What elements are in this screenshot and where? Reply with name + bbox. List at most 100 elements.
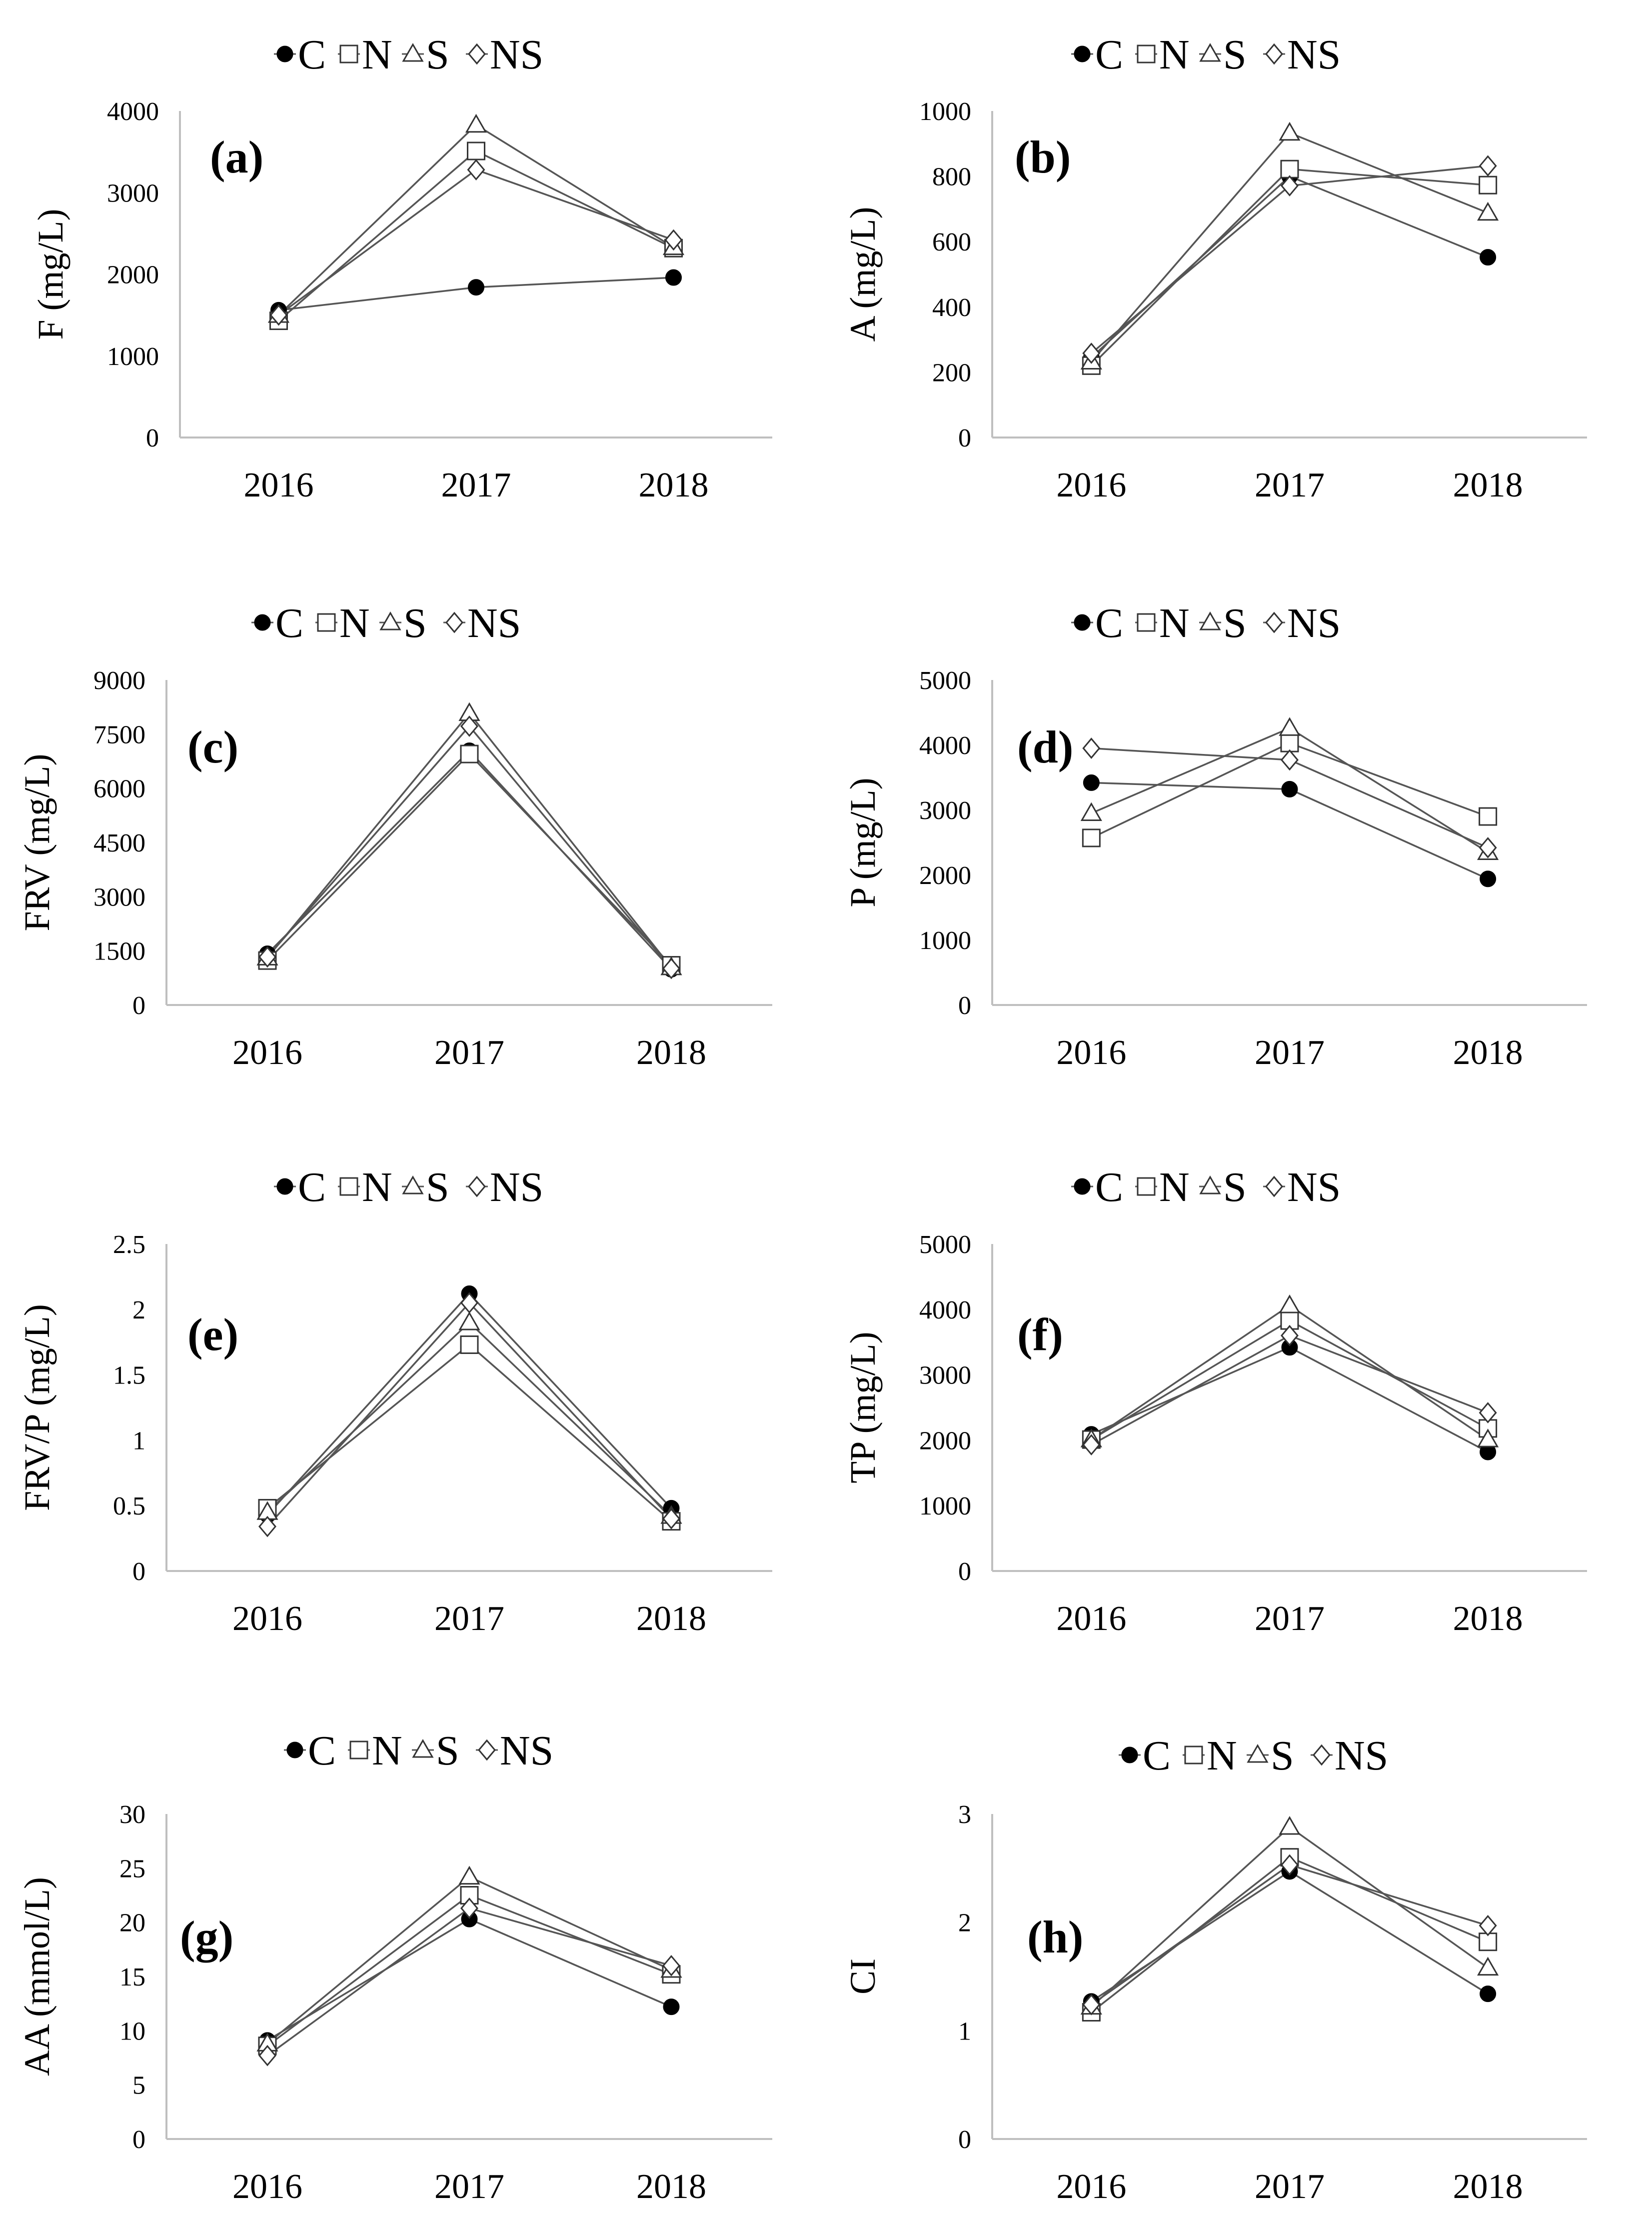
- legend: C N S NS: [274, 1164, 543, 1210]
- legend-entry-ns: NS: [1287, 1164, 1341, 1210]
- chart-panel-2: 0 200 400 600 800 1000 2016 2017 2018 A (mg/L) (b)…: [843, 32, 1587, 504]
- legend-entry-n: N: [372, 1728, 402, 1774]
- y-tick-label: 0: [146, 424, 159, 452]
- legend-marker-c: [1121, 1746, 1138, 1764]
- panel-label: (d): [1017, 722, 1073, 772]
- data-point-n: [460, 1335, 479, 1354]
- legend-entry-n: N: [1159, 600, 1190, 646]
- data-point-s: [1477, 1956, 1499, 1976]
- data-point-ns: [662, 1955, 680, 1976]
- legend-entry-c: C: [308, 1728, 336, 1774]
- y-tick-label: 20: [119, 1909, 145, 1938]
- data-point-s: [458, 1866, 480, 1885]
- data-point-ns: [1281, 749, 1299, 771]
- y-tick-label: 30: [119, 1800, 145, 1829]
- panel-label: (a): [210, 132, 263, 182]
- data-point-s: [458, 1311, 480, 1330]
- legend-marker-n: [1184, 1746, 1203, 1764]
- y-tick-label: 2000: [107, 261, 159, 290]
- legend-marker-s: [1199, 1175, 1221, 1194]
- y-tick-label: 25: [119, 1854, 145, 1883]
- legend-marker-n: [1137, 613, 1156, 632]
- legend-marker-n: [339, 44, 358, 64]
- y-tick-label: 0: [958, 992, 971, 1020]
- legend-marker-s: [402, 42, 424, 62]
- x-tick-label: 2017: [1255, 1034, 1325, 1072]
- y-tick-label: 1: [132, 1426, 145, 1455]
- data-point-s: [1279, 122, 1301, 141]
- y-tick-label: 4000: [919, 732, 971, 760]
- y-axis-label: FRV/P (mg/L): [17, 1304, 57, 1511]
- y-axis-label: CI: [843, 1958, 883, 1994]
- x-tick-label: 2018: [1453, 466, 1523, 504]
- series-line-n: [266, 752, 672, 966]
- data-point-c: [1480, 870, 1497, 888]
- legend-entry-ns: NS: [490, 1164, 543, 1210]
- y-tick-label: 4500: [93, 829, 145, 858]
- y-axis-label: AA (mmol/L): [17, 1877, 57, 2076]
- x-tick-label: 2018: [639, 466, 709, 504]
- x-tick-label: 2018: [636, 1600, 706, 1638]
- legend-marker-s: [412, 1738, 434, 1758]
- legend-marker-c: [276, 1178, 293, 1195]
- data-point-ns: [1479, 1914, 1497, 1936]
- legend-entry-ns: NS: [500, 1728, 553, 1774]
- data-point-ns: [662, 1508, 680, 1530]
- data-point-ns: [1082, 1994, 1101, 2016]
- legend-marker-c: [1074, 46, 1091, 62]
- data-point-c: [663, 1998, 680, 2016]
- legend: C N S NS: [274, 32, 543, 78]
- x-tick-label: 2016: [1056, 466, 1126, 504]
- legend-marker-ns: [468, 1176, 486, 1198]
- legend-entry-s: S: [426, 1164, 449, 1210]
- data-point-s: [1477, 1428, 1499, 1448]
- data-point-n: [1280, 734, 1299, 752]
- legend-entry-s: S: [436, 1728, 459, 1774]
- y-tick-label: 0: [958, 424, 971, 452]
- legend-entry-s: S: [403, 600, 427, 646]
- data-point-c: [1480, 1986, 1497, 2002]
- y-tick-label: 3000: [93, 883, 145, 912]
- x-tick-label: 2016: [244, 466, 314, 504]
- legend: C N S NS: [1071, 600, 1341, 646]
- data-point-ns: [1479, 155, 1497, 177]
- data-point-ns: [1281, 1854, 1299, 1876]
- legend-marker-c: [1074, 614, 1091, 631]
- legend-marker-n: [317, 613, 336, 632]
- legend-entry-c: C: [275, 600, 303, 646]
- data-point-ns: [258, 2044, 276, 2066]
- y-tick-label: 1000: [919, 926, 971, 955]
- legend: C N S NS: [251, 600, 521, 646]
- data-point-n: [1082, 828, 1101, 848]
- panel-label: (b): [1015, 132, 1071, 182]
- legend-marker-ns: [1265, 1176, 1283, 1198]
- x-tick-label: 2018: [636, 1034, 706, 1072]
- x-tick-label: 2018: [636, 2168, 706, 2206]
- legend: C N S NS: [284, 1728, 553, 1774]
- data-point-ns: [467, 159, 485, 180]
- x-tick-label: 2018: [1453, 2168, 1523, 2206]
- chart-panel-5: 0 0.5 1 1.5 2 2.5 2016 2017 2018 FRV/P (mg/L) (e) C…: [17, 1164, 772, 1638]
- data-point-ns: [269, 304, 288, 326]
- legend-entry-n: N: [362, 32, 392, 78]
- legend-entry-n: N: [1207, 1732, 1237, 1779]
- y-tick-label: 0: [958, 2126, 971, 2154]
- data-point-s: [465, 114, 487, 133]
- legend-entry-ns: NS: [1287, 600, 1341, 646]
- legend-entry-ns: NS: [490, 32, 543, 78]
- legend-marker-n: [339, 1177, 358, 1196]
- x-tick-label: 2016: [1056, 1034, 1126, 1072]
- series-line-n: [1091, 168, 1488, 366]
- legend-marker-n: [1137, 44, 1156, 64]
- chart-panel-1: 0 1000 2000 3000 4000 2016 2017 2018 F (mg/L) (a)…: [30, 32, 772, 504]
- data-point-n: [1479, 176, 1498, 194]
- legend-entry-s: S: [1223, 32, 1247, 78]
- series-line-n: [1091, 1856, 1489, 2013]
- y-axis-label: F (mg/L): [30, 209, 70, 340]
- y-tick-label: 1000: [919, 1492, 971, 1520]
- y-axis-label: A (mg/L): [843, 207, 883, 342]
- series-line-ns: [266, 1907, 672, 2056]
- data-point-n: [460, 744, 479, 764]
- data-point-ns: [1479, 837, 1497, 858]
